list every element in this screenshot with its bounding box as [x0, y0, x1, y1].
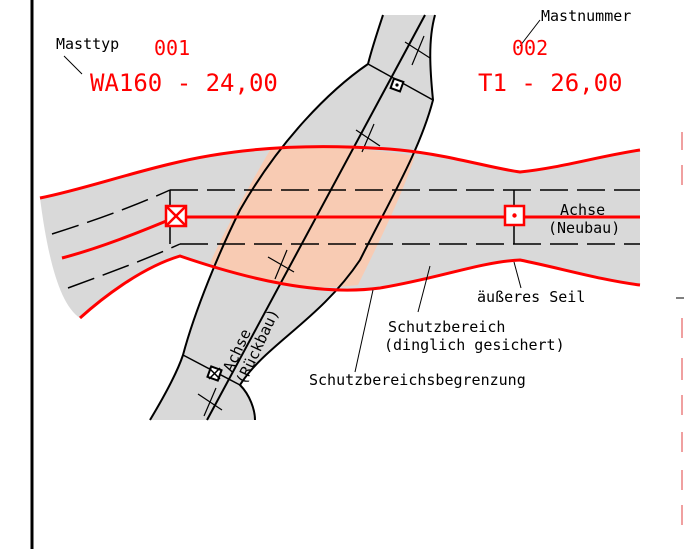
- protection-boundary-bottom: [78, 254, 641, 320]
- dot-box-icon: [503, 204, 526, 227]
- small-dot-box-icon: [389, 77, 405, 93]
- mast-number-caption: Mastnummer: [541, 7, 631, 25]
- protection-zone-label-1: Schutzbereich: [388, 318, 505, 336]
- dashed-cables: [51, 189, 640, 289]
- old-corridor-left-boundary: [149, 14, 384, 421]
- leader-lines: [63, 19, 541, 373]
- mast1-type: WA160 - 24,00: [90, 69, 278, 97]
- axis-new-label-2: (Neubau): [548, 219, 620, 237]
- mast2-type: T1 - 26,00: [478, 69, 623, 97]
- old-corridor-right-boundary: [238, 14, 436, 421]
- outer-cable-label: äußeres Seil: [477, 288, 585, 306]
- small-cross-box-icon: [206, 365, 223, 382]
- protection-boundary-label: Schutzbereichsbegrenzung: [309, 371, 526, 389]
- protection-boundary-top: [39, 145, 641, 200]
- mast-type-caption: Masttyp: [56, 35, 119, 53]
- protection-zone-label-2: (dinglich gesichert): [384, 336, 565, 354]
- mast2-number: 002: [512, 36, 548, 60]
- cross-box-icon: [164, 204, 188, 228]
- mast1-number: 001: [154, 36, 190, 60]
- axis-new-label-1: Achse: [560, 201, 605, 219]
